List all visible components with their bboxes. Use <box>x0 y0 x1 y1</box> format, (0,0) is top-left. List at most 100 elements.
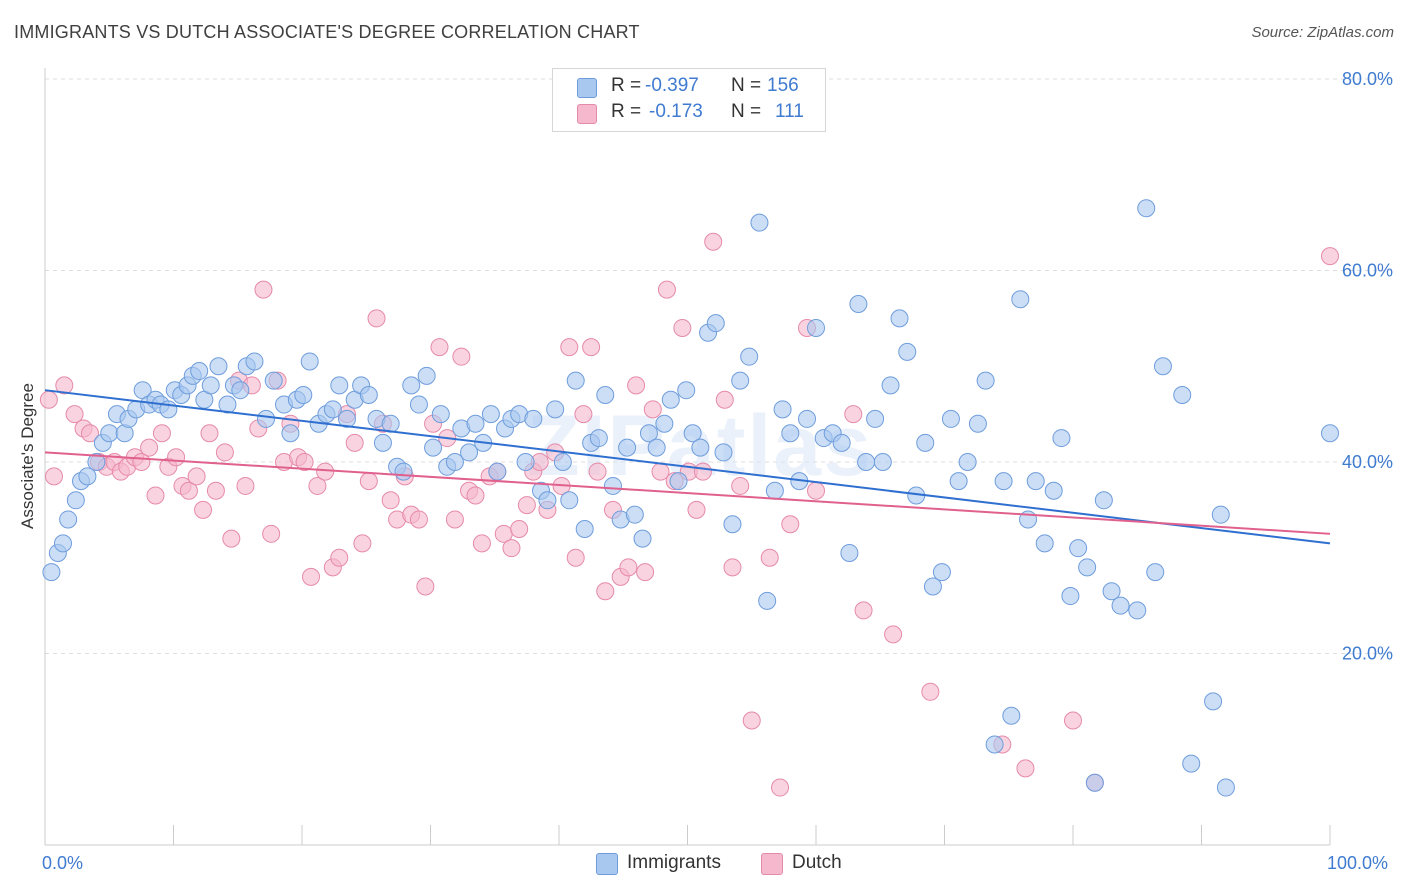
immigrants-point <box>359 385 378 404</box>
immigrants-point <box>1061 587 1080 606</box>
immigrants-point <box>1102 582 1121 601</box>
x-tick-label-min: 0.0% <box>42 853 84 873</box>
immigrants-point <box>59 510 78 529</box>
immigrants-point <box>773 400 792 419</box>
immigrants-point <box>832 433 851 452</box>
immigrants-point <box>723 515 742 534</box>
immigrants-point <box>1002 706 1021 725</box>
dutch-point <box>517 496 536 515</box>
immigrants-point <box>466 414 485 433</box>
immigrants-swatch <box>577 78 597 98</box>
dutch-point <box>502 539 521 558</box>
immigrants-point <box>994 472 1013 491</box>
immigrants-point <box>714 443 733 462</box>
dutch-point <box>771 778 790 797</box>
immigrants-point <box>409 395 428 414</box>
dutch-point <box>206 481 225 500</box>
immigrants-legend-label: Immigrants <box>627 852 721 873</box>
immigrants-point <box>932 563 951 582</box>
dutch-legend-label: Dutch <box>792 852 842 873</box>
immigrants-point <box>758 591 777 610</box>
dutch-point <box>574 405 593 424</box>
dutch-point <box>731 476 750 495</box>
dutch-point <box>200 424 219 443</box>
immigrants-point <box>881 376 900 395</box>
immigrants-point <box>618 438 637 457</box>
immigrants-point <box>330 376 349 395</box>
dutch-point <box>742 711 761 730</box>
dutch-point <box>643 400 662 419</box>
immigrants-point <box>873 453 892 471</box>
immigrants-point <box>985 735 1004 754</box>
immigrants-point <box>42 563 61 582</box>
x-tick-label-max: 100.0% <box>1327 853 1389 873</box>
immigrants-points <box>42 199 1339 797</box>
dutch-point <box>330 548 349 567</box>
immigrants-point <box>460 443 479 462</box>
dutch-point <box>704 232 723 251</box>
immigrants-point <box>589 429 608 448</box>
immigrants-point <box>1321 424 1339 443</box>
y-tick-label: 80.0% <box>1342 69 1393 89</box>
dutch-point <box>39 390 58 409</box>
dutch-point <box>627 376 646 395</box>
dutch-point <box>854 601 873 620</box>
axes <box>44 68 1331 846</box>
dutch-point <box>146 486 165 505</box>
dutch-point <box>723 558 742 577</box>
immigrants-point <box>677 381 696 400</box>
dutch-point <box>152 424 171 443</box>
dutch-point <box>588 462 607 481</box>
legend-n-value: 111 <box>775 101 804 122</box>
immigrants-point <box>431 405 450 424</box>
immigrants-point <box>1044 481 1063 500</box>
source-credit: Source: ZipAtlas.com <box>1251 24 1394 41</box>
dutch-point <box>179 481 198 500</box>
dutch-point <box>65 405 84 424</box>
immigrants-point <box>1137 199 1156 218</box>
dutch-point <box>367 309 386 328</box>
immigrants-point <box>538 491 557 510</box>
dutch-point <box>657 280 676 299</box>
dutch-point <box>673 318 692 337</box>
immigrants-point <box>1204 692 1223 711</box>
chart-title: IMMIGRANTS VS DUTCH ASSOCIATE'S DEGREE C… <box>14 22 640 42</box>
immigrants-point <box>1216 778 1235 797</box>
dutch-trend-line <box>44 451 1331 535</box>
immigrants-point <box>916 433 935 452</box>
dutch-point <box>510 520 529 539</box>
immigrants-point <box>857 453 876 471</box>
legend-r-value: -0.173 <box>649 101 703 122</box>
immigrants-point <box>1153 357 1172 376</box>
dutch-point <box>236 476 255 495</box>
immigrants-point <box>516 453 535 471</box>
immigrants-point <box>323 400 342 419</box>
dutch-point <box>781 515 800 534</box>
dutch-point <box>636 563 655 582</box>
dutch-point <box>140 438 159 457</box>
immigrants-point <box>840 543 859 562</box>
y-tick-label: 60.0% <box>1342 261 1393 281</box>
immigrants-point <box>603 476 622 495</box>
dutch-point <box>80 424 99 443</box>
immigrants-point <box>898 342 917 361</box>
immigrants-point <box>1173 385 1192 404</box>
immigrants-point <box>218 395 237 414</box>
immigrants-legend-swatch <box>596 853 618 875</box>
immigrants-point <box>890 309 909 328</box>
dutch-point <box>445 510 464 529</box>
dutch-point <box>560 338 579 357</box>
immigrants-point <box>566 371 585 390</box>
dutch-point <box>215 443 234 462</box>
dutch-point <box>596 582 615 601</box>
dutch-point <box>884 625 903 644</box>
immigrants-point <box>53 534 72 553</box>
immigrants-point <box>488 462 507 481</box>
legend-n-label: N = <box>731 75 762 96</box>
immigrants-point <box>750 213 769 232</box>
immigrants-point <box>740 347 759 366</box>
immigrants-point <box>281 424 300 443</box>
immigrants-point <box>655 414 674 433</box>
immigrants-point <box>445 453 464 471</box>
